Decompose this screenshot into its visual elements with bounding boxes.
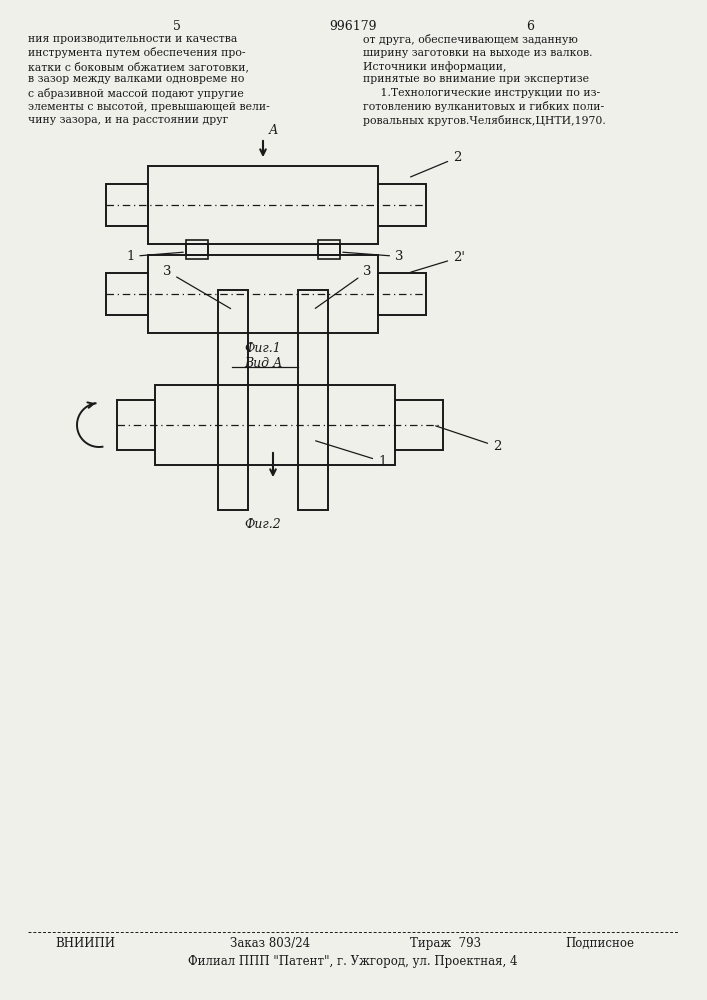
Text: от друга, обеспечивающем заданную: от друга, обеспечивающем заданную xyxy=(363,34,578,45)
Bar xyxy=(318,244,340,259)
Text: 3: 3 xyxy=(343,250,404,263)
Bar xyxy=(186,240,208,255)
Bar xyxy=(395,400,443,450)
Bar xyxy=(148,255,378,333)
Text: 3: 3 xyxy=(315,265,371,308)
Text: принятые во внимание при экспертизе: принятые во внимание при экспертизе xyxy=(363,75,589,85)
Text: Заказ 803/24: Заказ 803/24 xyxy=(230,937,310,950)
Text: 2': 2' xyxy=(411,251,465,272)
Text: 1: 1 xyxy=(315,441,386,468)
Text: чину зазора, и на расстоянии друг: чину зазора, и на расстоянии друг xyxy=(28,115,228,125)
Text: 2: 2 xyxy=(436,426,501,453)
Text: с абразивной массой подают упругие: с абразивной массой подают упругие xyxy=(28,88,244,99)
Text: 6: 6 xyxy=(526,20,534,33)
Text: ВНИИПИ: ВНИИПИ xyxy=(55,937,115,950)
Bar xyxy=(106,184,148,226)
Text: Фиг.1: Фиг.1 xyxy=(245,342,281,355)
Text: в зазор между валками одновреме но: в зазор между валками одновреме но xyxy=(28,75,245,85)
Text: Фиг.2: Фиг.2 xyxy=(245,518,281,531)
Bar xyxy=(378,273,426,315)
Text: Источники информации,: Источники информации, xyxy=(363,61,506,72)
Text: 1.Технологические инструкции по из-: 1.Технологические инструкции по из- xyxy=(363,88,600,98)
Text: Филиал ППП "Патент", г. Ужгород, ул. Проектная, 4: Филиал ППП "Патент", г. Ужгород, ул. Про… xyxy=(188,955,518,968)
Text: элементы с высотой, превышающей вели-: элементы с высотой, превышающей вели- xyxy=(28,102,270,111)
Text: А: А xyxy=(269,124,279,137)
Bar xyxy=(148,166,378,244)
Bar xyxy=(117,400,155,450)
Text: ширину заготовки на выходе из валков.: ширину заготовки на выходе из валков. xyxy=(363,47,592,57)
Text: Вид А: Вид А xyxy=(244,357,282,370)
Text: ровальных кругов.Челябинск,ЦНТИ,1970.: ровальных кругов.Челябинск,ЦНТИ,1970. xyxy=(363,115,606,126)
Text: ния производительности и качества: ния производительности и качества xyxy=(28,34,238,44)
Text: 996179: 996179 xyxy=(329,20,377,33)
Text: катки с боковым обжатием заготовки,: катки с боковым обжатием заготовки, xyxy=(28,61,249,72)
Text: 2: 2 xyxy=(411,151,462,177)
Bar xyxy=(218,290,248,510)
Text: Подписное: Подписное xyxy=(565,937,634,950)
Bar xyxy=(106,273,148,315)
Bar xyxy=(155,385,395,465)
Text: 1: 1 xyxy=(126,250,183,263)
Text: Тираж  793: Тираж 793 xyxy=(410,937,481,950)
Bar xyxy=(186,244,208,259)
Text: готовлению вулканитовых и гибких поли-: готовлению вулканитовых и гибких поли- xyxy=(363,102,604,112)
Bar xyxy=(318,240,340,255)
Text: 3: 3 xyxy=(163,265,230,309)
Bar xyxy=(378,184,426,226)
Text: 5: 5 xyxy=(173,20,181,33)
Bar xyxy=(298,290,328,510)
Text: инструмента путем обеспечения про-: инструмента путем обеспечения про- xyxy=(28,47,245,58)
